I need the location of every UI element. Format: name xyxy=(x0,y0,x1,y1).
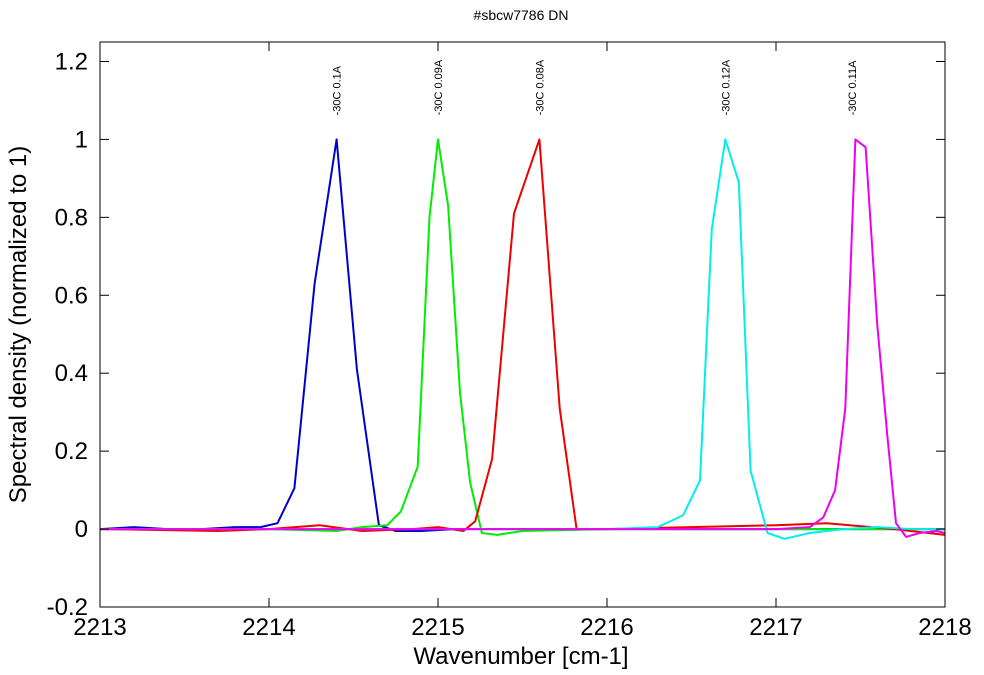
axis-ticks: 2213 2214 2215 2216 2217 2218 -0.2 0 0.2 0.4 0.6 0.… xyxy=(47,42,972,641)
x-tick-label: 2214 xyxy=(242,614,295,641)
peak-annotation-2: -30C 0.09A xyxy=(433,59,445,115)
x-tick-label: 2218 xyxy=(918,614,971,641)
chart-title: #sbcw7786 DN xyxy=(474,7,569,23)
series-line-1 xyxy=(99,138,945,532)
y-tick-label: 0.6 xyxy=(55,282,88,309)
series-line-2 xyxy=(100,138,945,536)
x-tick-label: 2215 xyxy=(411,614,464,641)
plot-frame xyxy=(99,41,946,608)
x-axis-label: Wavenumber [cm-1] xyxy=(413,643,628,670)
x-tick-label: 2216 xyxy=(580,614,633,641)
series-line-5 xyxy=(100,138,946,538)
peak-annotation-3: -30C 0.08A xyxy=(534,59,546,115)
peak-annotation-4: -30C 0.12A xyxy=(720,59,732,115)
y-axis-label: Spectral density (normalized to 1) xyxy=(5,146,32,504)
x-tick-label: 2213 xyxy=(73,614,126,641)
plot-content: -30C 0.1A -30C 0.09A -30C 0.08A -30C 0.12A -… xyxy=(99,59,946,540)
series-line-4 xyxy=(100,138,945,540)
series-line-3 xyxy=(99,138,946,536)
peak-annotation-5: -30C 0.11A xyxy=(847,60,859,115)
y-tick-label: 0.8 xyxy=(55,204,88,231)
y-tick-label: 0 xyxy=(75,516,88,543)
x-tick-label: 2217 xyxy=(749,614,802,641)
y-tick-label: 0.4 xyxy=(55,360,88,387)
y-tick-label: 1 xyxy=(75,126,88,153)
y-tick-label: 0.2 xyxy=(55,438,88,465)
y-tick-label: 1.2 xyxy=(55,48,88,75)
y-tick-label: -0.2 xyxy=(47,594,88,621)
peak-annotation-1: -30C 0.1A xyxy=(332,65,344,115)
